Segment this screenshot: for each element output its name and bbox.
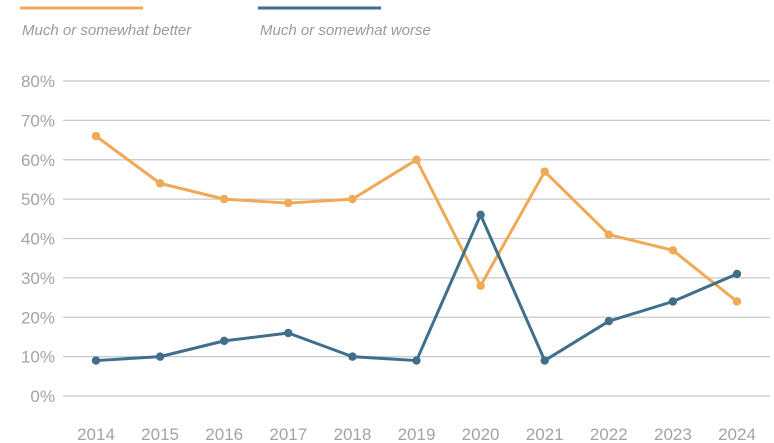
x-tick-label: 2017 bbox=[269, 425, 307, 443]
y-axis-ticks: 0% 10% 20% 30% 40% 50% 60% 70% 80% bbox=[21, 72, 55, 406]
y-tick-label: 50% bbox=[21, 190, 55, 209]
data-point bbox=[348, 194, 357, 204]
x-tick-label: 2018 bbox=[333, 425, 371, 443]
x-tick-label: 2016 bbox=[205, 425, 243, 443]
x-tick-label: 2023 bbox=[654, 425, 692, 443]
data-point bbox=[91, 131, 101, 141]
legend-label: Much or somewhat worse bbox=[260, 22, 431, 39]
data-point bbox=[412, 356, 421, 365]
x-tick-label: 2014 bbox=[77, 425, 115, 443]
series-lines bbox=[91, 131, 742, 365]
data-point bbox=[348, 352, 357, 361]
data-point bbox=[540, 167, 549, 176]
y-tick-label: 60% bbox=[21, 151, 55, 170]
data-point bbox=[540, 356, 549, 365]
x-tick-label: 2022 bbox=[590, 425, 628, 443]
legend-label: Much or somewhat better bbox=[22, 22, 192, 39]
data-point bbox=[220, 194, 229, 204]
x-axis-ticks: 2014 2015 2016 2017 2018 2019 2020 2021 2022 2023… bbox=[77, 425, 756, 443]
data-point bbox=[668, 297, 678, 306]
y-tick-label: 40% bbox=[21, 230, 55, 249]
data-point bbox=[668, 246, 678, 255]
data-point bbox=[220, 336, 229, 346]
x-tick-label: 2020 bbox=[462, 425, 500, 443]
series-line bbox=[94, 213, 739, 363]
data-point bbox=[604, 230, 613, 239]
legend: Much or somewhat better Much or somewhat … bbox=[20, 6, 431, 39]
x-tick-label: 2024 bbox=[718, 425, 756, 443]
y-tick-label: 10% bbox=[21, 348, 55, 367]
x-tick-label: 2015 bbox=[141, 425, 179, 443]
x-tick-label: 2019 bbox=[398, 425, 436, 443]
data-point bbox=[412, 155, 421, 164]
data-point bbox=[284, 198, 293, 208]
gridlines bbox=[63, 80, 770, 397]
data-point bbox=[604, 316, 613, 326]
data-point bbox=[732, 297, 742, 306]
y-tick-label: 0% bbox=[30, 387, 55, 406]
y-tick-label: 30% bbox=[21, 269, 55, 288]
data-point bbox=[732, 269, 742, 279]
data-point bbox=[155, 352, 165, 361]
x-tick-label: 2021 bbox=[526, 425, 564, 443]
y-tick-label: 20% bbox=[21, 308, 55, 327]
y-tick-label: 70% bbox=[21, 111, 55, 130]
y-tick-label: 80% bbox=[21, 72, 55, 91]
data-point bbox=[155, 179, 165, 188]
data-point bbox=[476, 210, 485, 220]
data-point bbox=[284, 328, 293, 338]
data-point bbox=[476, 281, 485, 290]
data-point bbox=[91, 356, 101, 365]
